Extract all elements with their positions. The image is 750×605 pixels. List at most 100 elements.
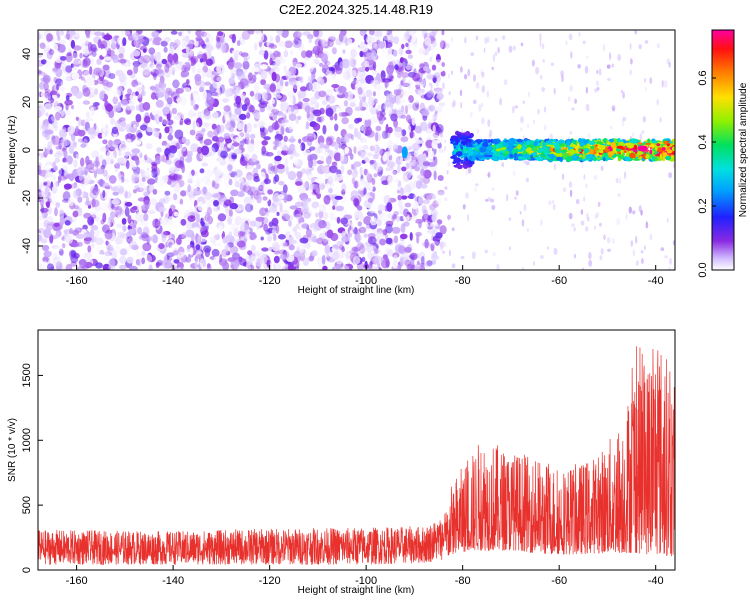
heatmap-cell <box>42 74 51 84</box>
heatmap-cell <box>645 86 647 92</box>
heatmap-cell <box>255 32 265 43</box>
heatmap-cell <box>414 218 424 224</box>
heatmap-cell <box>52 253 58 261</box>
heatmap-cell <box>403 89 413 97</box>
heatmap-cell <box>75 233 85 239</box>
heatmap-cell <box>281 118 288 128</box>
heatmap-cell <box>289 205 298 210</box>
heatmap-cell <box>296 265 300 270</box>
heatmap-cell <box>239 231 246 237</box>
heatmap-cell <box>72 141 78 149</box>
heatmap-cell <box>268 112 274 117</box>
heatmap-cell <box>106 240 111 251</box>
heatmap-cell <box>105 158 114 169</box>
heatmap-cell <box>416 234 420 244</box>
heatmap-cell <box>373 255 383 265</box>
heatmap-cell <box>393 77 401 84</box>
heatmap-cell <box>253 112 261 119</box>
heatmap-cell <box>173 259 180 264</box>
heatmap-cell <box>45 171 54 181</box>
heatmap-cell <box>47 122 57 130</box>
heatmap-cell <box>430 242 435 252</box>
heatmap-cell <box>486 36 490 43</box>
heatmap-cell <box>419 262 426 267</box>
heatmap-cell <box>79 52 83 59</box>
heatmap-cell <box>205 215 213 225</box>
heatmap-cell <box>640 250 644 254</box>
heatmap-cell <box>666 218 669 223</box>
heatmap-cell <box>235 136 244 142</box>
heatmap-cell <box>523 204 527 212</box>
heatmap-cell <box>340 193 347 204</box>
heatmap-cell <box>194 73 202 82</box>
heatmap-cell <box>51 244 60 249</box>
heatmap-cell <box>55 115 59 123</box>
heatmap-cell <box>39 42 46 50</box>
heatmap-cell <box>545 154 549 159</box>
heatmap-cell <box>135 212 142 222</box>
heatmap-cell <box>169 46 175 55</box>
heatmap-cell <box>137 38 145 43</box>
heatmap-cell <box>421 255 425 266</box>
heatmap-cell <box>642 116 646 123</box>
heatmap-cell <box>213 200 219 207</box>
heatmap-cell <box>122 37 127 47</box>
heatmap-cell <box>152 72 158 78</box>
heatmap-cell <box>245 175 253 180</box>
heatmap-cell <box>334 113 338 121</box>
heatmap-cell <box>587 216 590 222</box>
heatmap-cell <box>142 242 152 252</box>
heatmap-cell <box>422 199 430 205</box>
heatmap-cell <box>273 250 280 255</box>
heatmap-cell <box>73 159 78 168</box>
heatmap-cell <box>272 62 278 70</box>
heatmap-cell <box>325 155 332 165</box>
heatmap-cell <box>467 213 470 222</box>
heatmap-cell <box>488 133 491 140</box>
heatmap-cell <box>153 115 161 123</box>
heatmap-cell <box>599 150 604 154</box>
heatmap-cell <box>365 66 370 72</box>
heatmap-cell <box>487 171 491 178</box>
heatmap-cell <box>440 70 446 77</box>
heatmap-cell <box>212 81 217 90</box>
heatmap-cell <box>230 133 235 138</box>
heatmap-cell <box>179 96 187 106</box>
heatmap-cell <box>126 160 130 170</box>
heatmap-cell <box>213 256 219 266</box>
heatmap-cell <box>220 150 228 159</box>
heatmap-cell <box>123 191 132 199</box>
heatmap-cell <box>181 38 185 49</box>
heatmap-cell <box>435 106 443 113</box>
heatmap-cell <box>448 73 450 79</box>
heatmap-cell <box>583 174 586 180</box>
heatmap-cell <box>86 34 91 39</box>
heatmap-cell <box>58 109 66 116</box>
heatmap-cell <box>112 105 120 113</box>
heatmap-cell <box>659 154 663 161</box>
heatmap-cell <box>178 174 183 180</box>
heatmap-cell <box>399 156 403 164</box>
heatmap-cell <box>404 246 412 253</box>
heatmap-cell <box>38 122 41 129</box>
heatmap-cell <box>145 143 153 150</box>
heatmap-cell <box>593 174 598 180</box>
heatmap-cell <box>405 65 413 70</box>
heatmap-cell <box>471 140 476 145</box>
heatmap-cell <box>391 170 397 176</box>
heatmap-cell <box>68 30 76 36</box>
heatmap-cell <box>225 250 231 256</box>
heatmap-cell <box>296 171 303 179</box>
heatmap-cell <box>400 136 409 143</box>
heatmap-cell <box>354 83 363 88</box>
heatmap-cell <box>296 242 304 251</box>
heatmap-cell <box>364 118 372 127</box>
heatmap-cell <box>415 137 420 145</box>
heatmap-cell <box>186 172 193 183</box>
heatmap-cell <box>424 238 429 249</box>
heatmap-cell <box>412 72 421 82</box>
heatmap-cell <box>318 220 327 229</box>
heatmap-cell <box>247 37 253 44</box>
heatmap-cell <box>107 244 114 251</box>
heatmap-cell <box>651 156 656 160</box>
